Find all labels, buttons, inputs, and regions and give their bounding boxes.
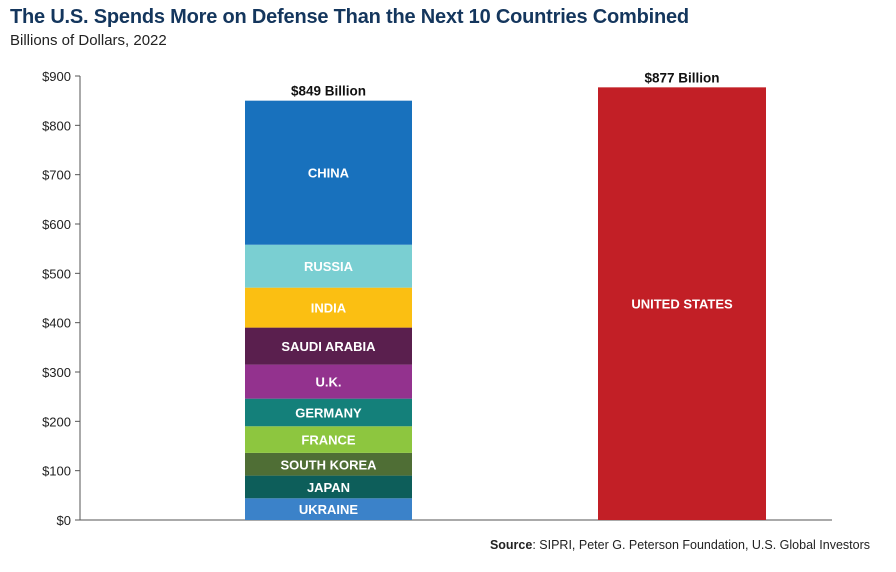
bar-segment bbox=[245, 100, 412, 245]
segment-label: UNITED STATES bbox=[631, 297, 733, 312]
bar-segment bbox=[245, 244, 412, 288]
segment-label: FRANCE bbox=[301, 433, 355, 448]
bar-segment bbox=[245, 426, 412, 453]
bar-total-label: $877 Billion bbox=[644, 70, 719, 85]
y-tick-label: $600 bbox=[42, 217, 71, 232]
segment-label: GERMANY bbox=[295, 405, 362, 420]
bar-segment bbox=[245, 364, 412, 399]
bar-segment bbox=[245, 452, 412, 476]
y-tick-label: $0 bbox=[57, 513, 71, 528]
source-note: Source: SIPRI, Peter G. Peterson Foundat… bbox=[490, 538, 870, 552]
segment-label: UKRAINE bbox=[299, 502, 359, 517]
chart-subtitle: Billions of Dollars, 2022 bbox=[10, 32, 167, 49]
bar-segment bbox=[245, 398, 412, 427]
source-text: : SIPRI, Peter G. Peterson Foundation, U… bbox=[532, 538, 870, 552]
bar-segment bbox=[245, 498, 412, 520]
y-tick-label: $400 bbox=[42, 316, 71, 331]
y-tick-label: $900 bbox=[42, 69, 71, 84]
segment-label: INDIA bbox=[311, 301, 347, 316]
y-tick-label: $500 bbox=[42, 266, 71, 281]
bar-segment bbox=[598, 87, 766, 520]
bar-total-label: $849 Billion bbox=[291, 84, 366, 99]
segment-label: SOUTH KOREA bbox=[280, 457, 377, 472]
bar-stack: UNITED STATES $877 Billion bbox=[598, 70, 766, 520]
segment-label: CHINA bbox=[308, 166, 350, 181]
bar-segment bbox=[245, 327, 412, 365]
y-tick-label: $700 bbox=[42, 168, 71, 183]
source-label: Source bbox=[489, 538, 533, 552]
segment-label: RUSSIA bbox=[304, 259, 354, 274]
segment-label: JAPAN bbox=[307, 480, 350, 495]
bar-segment bbox=[245, 475, 412, 499]
y-tick-label: $100 bbox=[42, 464, 71, 479]
segment-label: U.K. bbox=[316, 375, 342, 390]
chart-title: The U.S. Spends More on Defense Than the… bbox=[10, 6, 689, 28]
y-tick-label: $200 bbox=[42, 414, 71, 429]
bar-stack: UKRAINE JAPAN SOUTH KOREA FRANCE GERMANY U.K.… bbox=[245, 84, 412, 520]
y-tick-label: $800 bbox=[42, 118, 71, 133]
bar-segment bbox=[245, 287, 412, 328]
bars: UKRAINE JAPAN SOUTH KOREA FRANCE GERMANY U.K.… bbox=[245, 70, 766, 520]
y-tick-label: $300 bbox=[42, 365, 71, 380]
segment-label: SAUDI ARABIA bbox=[281, 339, 376, 354]
